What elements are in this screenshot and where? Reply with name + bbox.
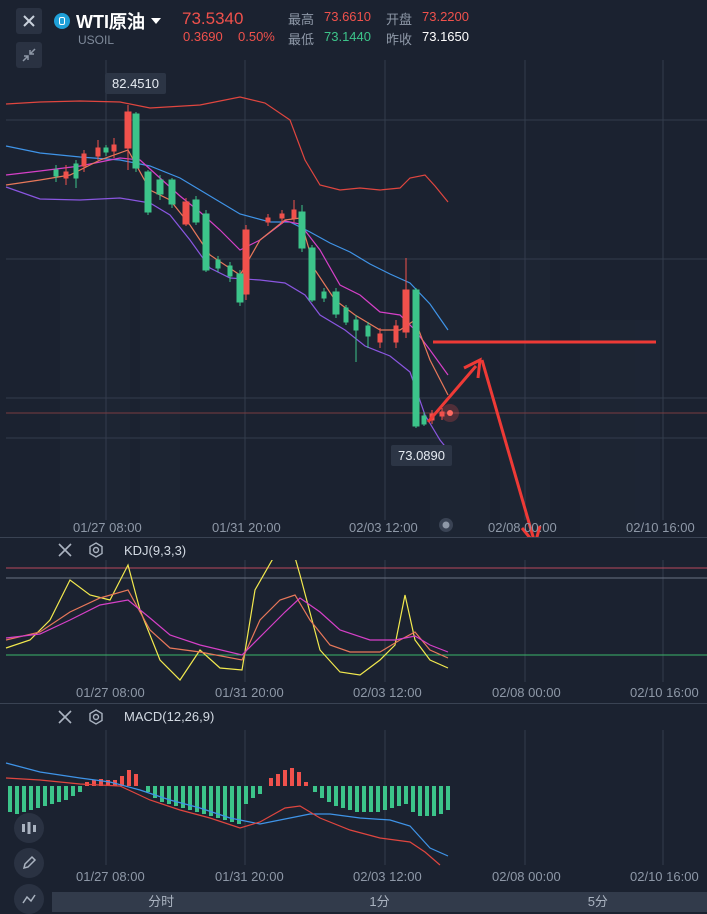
high-label: 最高 xyxy=(288,12,315,27)
kdj-x-label-1: 01/27 08:00 xyxy=(76,685,145,700)
kdj-x-label-5: 02/10 16:00 xyxy=(630,685,699,700)
macd-histogram xyxy=(8,768,450,824)
symbol-badge-icon xyxy=(54,13,70,29)
x-label-4: 02/08 00:00 xyxy=(488,520,557,535)
timeframe-tabs: 分时 1分 5分 xyxy=(52,892,707,912)
tab-timeshare[interactable]: 分时 xyxy=(148,894,175,909)
kdj-panel-divider xyxy=(0,537,707,538)
kdj-d-line xyxy=(5,597,449,656)
macd-x-label-5: 02/10 16:00 xyxy=(630,869,699,884)
background-buildings xyxy=(60,180,660,538)
indicator-tool-button[interactable] xyxy=(14,813,44,843)
macd-title: MACD(12,26,9) xyxy=(124,709,215,724)
kdj-close-button[interactable] xyxy=(57,542,73,563)
price-change-pct: 0.50% xyxy=(238,29,275,44)
tab-5min[interactable]: 5分 xyxy=(587,894,608,909)
candlesticks xyxy=(53,105,445,428)
close-icon xyxy=(58,710,72,724)
collapse-button[interactable] xyxy=(16,42,42,68)
price-change: 0.3690 xyxy=(183,29,223,44)
macd-panel-divider xyxy=(0,703,707,704)
close-button[interactable] xyxy=(16,8,42,34)
high-price-tag: 82.4510 xyxy=(105,73,166,94)
tab-1min[interactable]: 1分 xyxy=(369,894,390,909)
prev-close-label: 昨收 xyxy=(386,32,413,47)
high-value: 73.6610 xyxy=(324,9,371,24)
boll-upper-line xyxy=(5,96,449,203)
collapse-arrows-icon xyxy=(22,48,36,62)
kdj-k-line xyxy=(5,589,449,661)
x-label-2: 01/31 20:00 xyxy=(212,520,281,535)
macd-dea-line xyxy=(5,777,441,866)
macd-settings-button[interactable] xyxy=(88,709,104,730)
close-icon xyxy=(23,15,35,27)
last-price: 73.5340 xyxy=(182,9,244,28)
kdj-j-line xyxy=(5,560,449,681)
open-value: 73.2200 xyxy=(422,9,469,24)
gear-icon xyxy=(89,709,103,725)
symbol-selector[interactable]: WTI原油 xyxy=(54,8,161,34)
chevron-down-icon xyxy=(151,18,161,24)
trend-line-icon xyxy=(22,894,36,904)
open-label: 开盘 xyxy=(386,12,413,27)
low-price-tag: 73.0890 xyxy=(391,445,452,466)
ma-orange-line xyxy=(5,149,449,396)
x-label-3: 02/03 12:00 xyxy=(349,520,418,535)
x-label-1: 01/27 08:00 xyxy=(73,520,142,535)
pencil-icon xyxy=(22,855,37,870)
symbol-name: WTI原油 xyxy=(76,12,145,32)
close-icon xyxy=(58,543,72,557)
macd-x-label-4: 02/08 00:00 xyxy=(492,869,561,884)
gear-icon xyxy=(89,542,103,558)
macd-chart[interactable] xyxy=(0,730,707,870)
low-label: 最低 xyxy=(288,32,315,47)
kdj-chart[interactable] xyxy=(0,560,707,682)
kdj-x-label-3: 02/03 12:00 xyxy=(353,685,422,700)
kdj-x-label-4: 02/08 00:00 xyxy=(492,685,561,700)
prev-close-value: 73.1650 xyxy=(422,29,469,44)
symbol-code: USOIL xyxy=(78,33,115,47)
trendline-tool-button[interactable] xyxy=(14,884,44,914)
macd-x-label-2: 01/31 20:00 xyxy=(215,869,284,884)
drawn-annotations xyxy=(426,340,656,538)
low-value: 73.1440 xyxy=(324,29,371,44)
macd-dif-line xyxy=(5,762,449,857)
main-chart[interactable] xyxy=(0,50,707,538)
macd-x-label-1: 01/27 08:00 xyxy=(76,869,145,884)
macd-x-label-3: 02/03 12:00 xyxy=(353,869,422,884)
kdj-x-label-2: 01/31 20:00 xyxy=(215,685,284,700)
draw-tool-button[interactable] xyxy=(14,848,44,878)
kdj-settings-button[interactable] xyxy=(88,542,104,563)
candlestick-icon xyxy=(22,822,36,834)
kdj-title: KDJ(9,3,3) xyxy=(124,543,187,558)
current-price-dot xyxy=(447,410,453,416)
x-label-5: 02/10 16:00 xyxy=(626,520,695,535)
boll-lower-line xyxy=(5,186,449,451)
macd-close-button[interactable] xyxy=(57,709,73,730)
